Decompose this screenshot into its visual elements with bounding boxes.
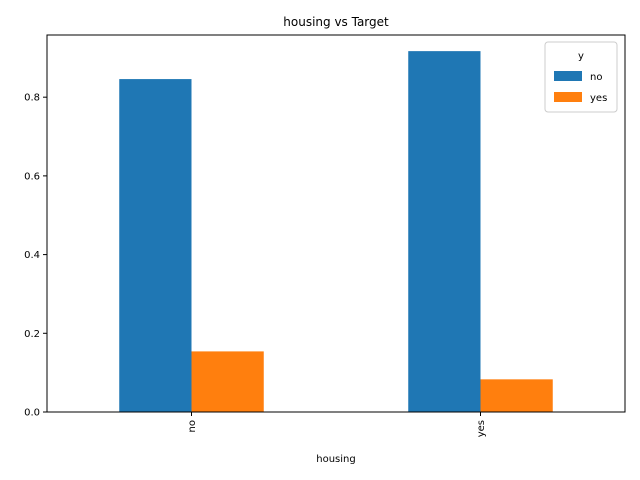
- y-tick-label: 0.2: [24, 329, 40, 340]
- x-tick-label: no: [187, 420, 198, 432]
- x-axis: no yes: [187, 412, 487, 437]
- y-axis: 0.0 0.2 0.4 0.6 0.8: [24, 93, 47, 419]
- y-tick-label: 0.6: [24, 171, 40, 182]
- legend-label-no: no: [590, 72, 602, 83]
- y-tick-label: 0.4: [24, 250, 40, 261]
- legend-label-yes: yes: [590, 93, 607, 104]
- plot-frame: [46, 34, 626, 413]
- y-tick-label: 0.0: [24, 408, 40, 419]
- bar-no-yes: [191, 351, 264, 412]
- chart-title: housing vs Target: [283, 15, 389, 29]
- y-tick-label: 0.8: [24, 93, 40, 104]
- legend: yno yes: [544, 41, 618, 113]
- bars: [119, 51, 553, 412]
- x-axis-label: housing: [316, 454, 355, 465]
- legend-title: y: [578, 51, 584, 62]
- legend-swatch-no: [554, 71, 582, 81]
- bar-yes-no: [408, 51, 481, 412]
- bar-yes-yes: [480, 379, 553, 412]
- legend-swatch-yes: [554, 92, 582, 102]
- bar-no-no: [119, 79, 192, 412]
- x-tick-label: yes: [476, 420, 487, 437]
